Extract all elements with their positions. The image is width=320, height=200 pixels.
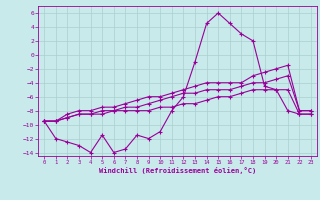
X-axis label: Windchill (Refroidissement éolien,°C): Windchill (Refroidissement éolien,°C)	[99, 167, 256, 174]
